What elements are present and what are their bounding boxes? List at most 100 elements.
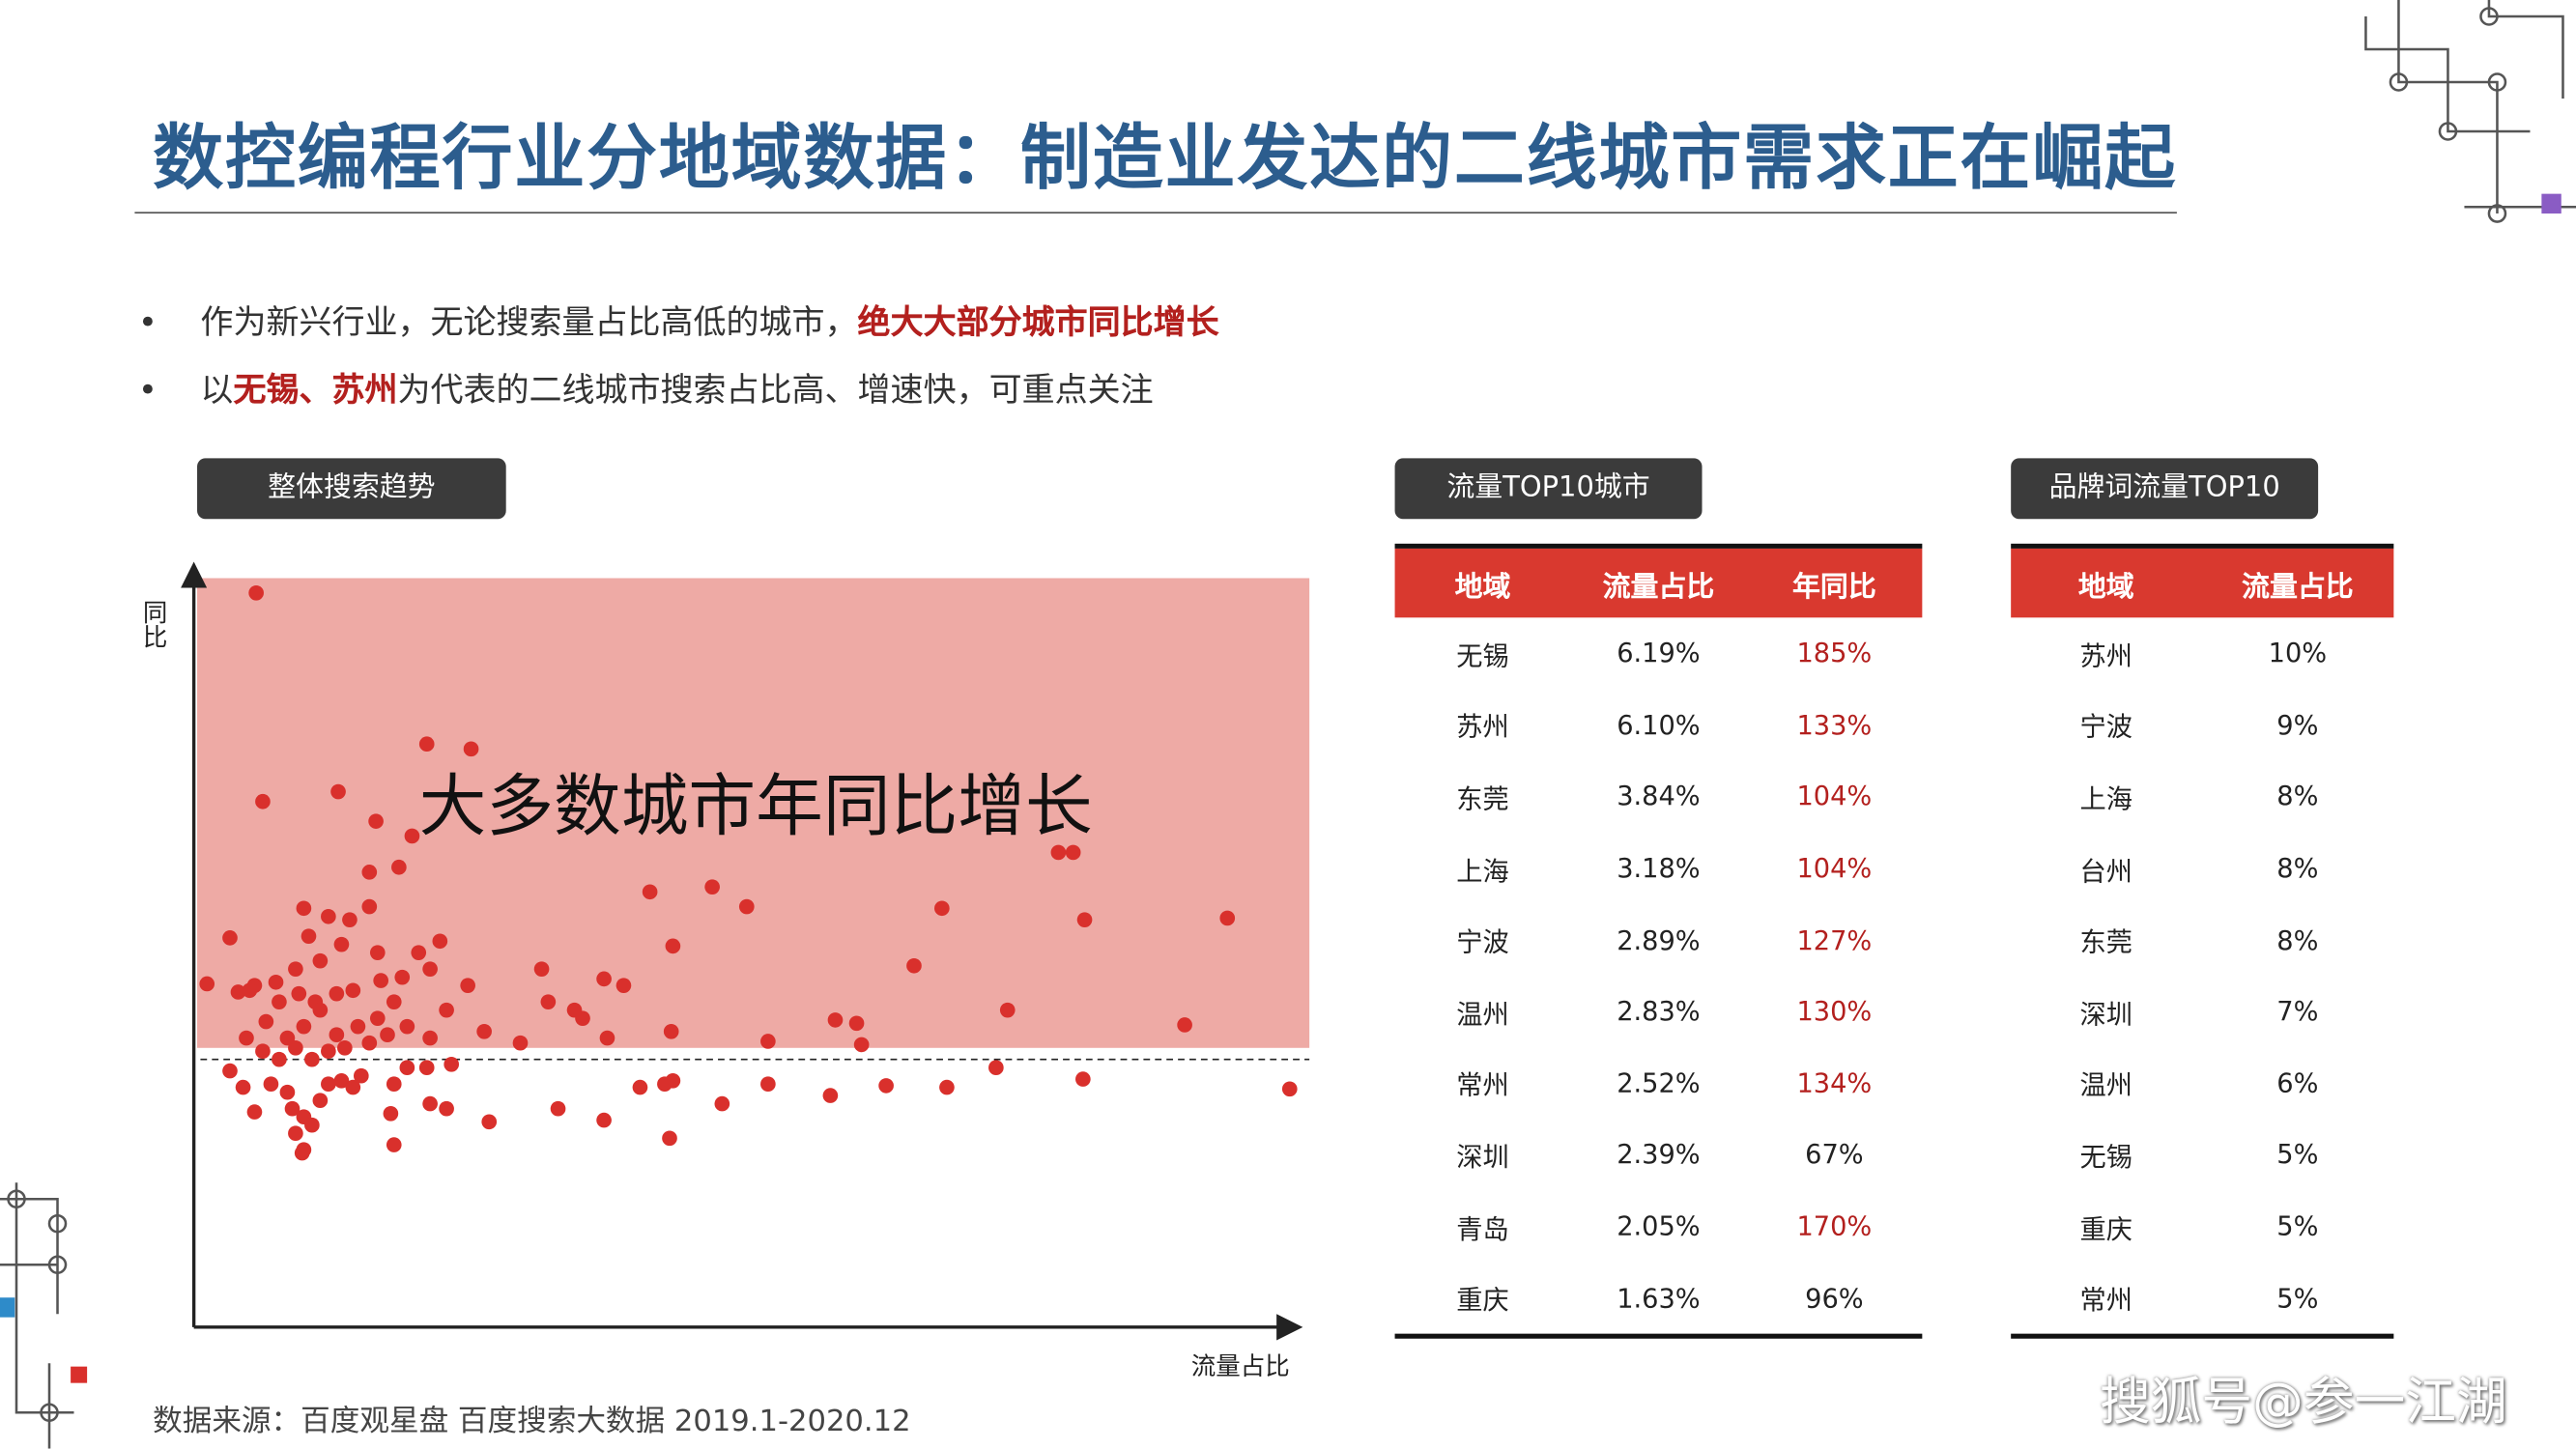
table-cell: 常州 [2079,1284,2132,1317]
scatter-point [738,898,755,915]
y-axis-label: 同比 [138,600,167,649]
table-cell: 2.52% [1617,1066,1701,1099]
table-cell: 8% [2276,852,2319,884]
table-cell: 67% [1805,1139,1864,1171]
scatter-point [291,985,307,1002]
title-rule [134,212,2177,214]
scatter-point [312,1002,329,1018]
scatter-point [353,1067,369,1084]
table-row: 常州 2.52% 134% [1395,1047,1923,1119]
scatter-point [361,865,378,880]
table-cell: 温州 [2079,1069,2132,1101]
scatter-point [391,859,407,875]
bullet-dot: • [137,369,157,410]
scatter-point [663,1023,679,1039]
scatter-point [662,1130,677,1147]
scatter-point [337,1039,353,1056]
scatter-point [333,936,350,952]
table-row: 重庆 1.63% 96% [1395,1262,1923,1333]
scatter-point [848,1015,865,1032]
scatter-point [329,985,345,1002]
bullet-text: 为代表的二线城市搜索占比高、增速快，可重点关注 [397,369,1154,410]
table: 地域 流量占比 年同比 无锡 6.19% 185% 苏州 6.10% 133% 东莞 3.84% 10… [1394,543,1923,1339]
scatter-point [361,1035,378,1051]
scatter-point [439,1002,454,1018]
table-cell: 苏州 [2079,639,2132,672]
scatter-point [301,928,317,944]
table-cell: 7% [2276,995,2319,1028]
table-cell: 9% [2276,709,2319,741]
scatter-point [642,884,658,900]
header-cell: 流量占比 [2242,570,2354,604]
table-cell: 深圳 [1456,1141,1509,1173]
header-cell: 地域 [2077,570,2134,604]
table-cell: 3.18% [1617,852,1701,884]
table-label: 品牌词流量TOP10 [2011,458,2319,520]
scatter-point [386,1076,402,1093]
bullet-dot: • [137,301,157,342]
scatter-point [242,982,258,999]
title: 数控编程行业分地域数据：制造业发达的二线城市需求正在崛起 [153,118,2177,201]
scatter-point [345,982,361,999]
scatter-point [222,1063,238,1079]
scatter-point [878,1078,894,1094]
scatter-point [272,1051,287,1067]
scatter-point [284,1100,301,1117]
table-cell: 170% [1796,1210,1873,1242]
growth-band [197,578,1310,1048]
scatter-point [312,952,329,969]
table-cell: 8% [2276,923,2319,956]
table-cell: 6% [2276,1066,2319,1099]
table-row: 苏州 6.10% 133% [1395,689,1923,760]
table-cell: 2.05% [1617,1210,1701,1242]
table-cell: 6.10% [1617,709,1701,741]
scatter-point [321,908,336,924]
scatter-point [350,1018,366,1035]
x-axis-label: 流量占比 [1191,1352,1290,1381]
scatter-point [404,828,420,844]
table-cell: 深圳 [2079,998,2132,1030]
scatter-point [827,1012,844,1028]
table-row: 深圳 7% [2011,976,2393,1047]
emphasis-text: 绝大大部分城市同比增长 [857,301,1219,342]
scatter-point [246,1104,263,1120]
table-cell: 127% [1796,923,1873,956]
scatter-point [418,1060,435,1076]
scatter-point [906,957,922,974]
header-cell: 年同比 [1792,570,1876,604]
scatter-point [386,994,402,1010]
table-row: 深圳 2.39% 67% [1395,1119,1923,1190]
table-cell: 10% [2268,638,2328,669]
scatter-point [760,1034,776,1049]
table-cell: 东莞 [2079,926,2132,958]
table-cell: 5% [2276,1282,2319,1314]
scatter-point [615,978,632,994]
table-cell: 6.19% [1617,638,1701,669]
scatter-point [822,1088,839,1103]
source-note: 数据来源：百度观星盘 百度搜索大数据 2019.1-2020.12 [153,1404,911,1439]
scatter-point [422,1030,438,1046]
scatter-point [418,736,435,753]
table-row: 台州 8% [2011,833,2393,904]
scatter-point [760,1076,776,1093]
scatter-point [665,1072,681,1089]
scatter-point [533,961,550,977]
bullet-text: 以 [200,369,234,410]
scatter-point [304,1117,320,1133]
scatter-point [333,1072,350,1089]
table-cell: 133% [1796,709,1873,741]
circuit-decoration [2364,0,2576,223]
scatter-point [476,1023,492,1039]
scatter-point [540,994,557,1010]
scatter-point [853,1037,870,1053]
table-cell: 8% [2276,781,2319,812]
scatter-point [255,793,271,810]
table-row: 重庆 5% [2011,1190,2393,1262]
scatter-point [596,1112,612,1128]
table-cell: 2.83% [1617,995,1701,1028]
header-cell: 地域 [1454,570,1511,604]
emphasis-text: 无锡、苏州 [233,369,398,410]
scatter-point [288,1039,303,1056]
